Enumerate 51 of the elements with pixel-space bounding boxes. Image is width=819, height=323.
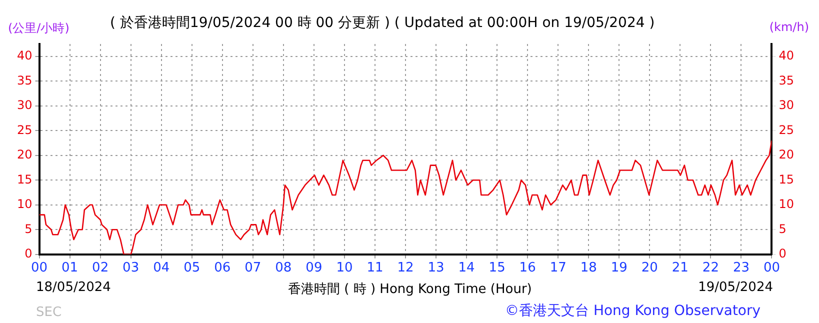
x-tick-label: 18: [580, 260, 597, 276]
y-tick-label: 35: [16, 73, 32, 88]
y2-tick-label: 40: [778, 48, 794, 62]
x-tick-label: 03: [122, 260, 140, 276]
x-tick-label: 23: [732, 260, 750, 276]
x-tick-label: 17: [550, 260, 566, 276]
x-tick-label: 00: [763, 260, 780, 276]
text: 19/05/2024: [698, 280, 773, 295]
y-tick-label: 10: [16, 197, 32, 212]
x-tick-label: 09: [306, 260, 322, 276]
y-tick-label: 5: [24, 222, 32, 236]
x-tick-label: 10: [336, 260, 353, 276]
x-tick-label: 14: [458, 260, 475, 276]
y2-tick-label: 10: [778, 197, 794, 212]
x-tick-label: 08: [275, 260, 292, 276]
x-tick-label: 19: [610, 260, 628, 276]
y2-tick-label: 15: [778, 172, 794, 186]
y2-tick-label: 0: [778, 246, 786, 261]
text: SEC: [36, 305, 62, 320]
y2-axis-title: (km/h): [769, 20, 809, 34]
y-tick-label: 40: [16, 48, 32, 62]
x-tick-label: 00: [30, 260, 48, 276]
x-tick-label: 06: [214, 260, 231, 276]
y2-tick-label: 20: [778, 148, 794, 162]
y-tick-label: 0: [24, 246, 32, 261]
x-tick-label: 01: [62, 260, 78, 276]
y2-tick-label: 35: [778, 73, 794, 88]
y-tick-label: 15: [16, 172, 32, 186]
y2-tick-label: 5: [778, 222, 786, 236]
x-tick-label: 21: [672, 260, 688, 276]
y-axis-title: (公里/小時): [8, 20, 70, 37]
y2-tick-label: 30: [778, 98, 794, 112]
x-tick-label: 11: [366, 260, 384, 276]
x-tick-label: 02: [92, 260, 109, 276]
x-tick-label: 20: [641, 260, 658, 276]
x-tick-label: 07: [244, 260, 262, 276]
y-tick-label: 25: [16, 122, 32, 137]
chart-title: ( 於香港時間19/05/2024 00 時 00 分更新 ) ( Updated at 00:00H on 19/05/2024 ): [110, 14, 655, 32]
y-tick-label: 20: [16, 148, 32, 162]
x-tick-label: 15: [488, 260, 506, 276]
x-axis-title: 香港時間 ( 時 ) Hong Kong Time (Hour): [288, 281, 532, 298]
x-tick-label: 13: [428, 260, 444, 276]
y2-tick-label: 25: [778, 122, 794, 137]
x-tick-label: 12: [397, 260, 414, 276]
text: ©香港天文台 Hong Kong Observatory: [505, 302, 761, 320]
x-tick-label: 05: [184, 260, 200, 276]
text: 18/05/2024: [36, 280, 111, 295]
y-tick-label: 30: [16, 98, 32, 112]
x-tick-label: 04: [153, 260, 170, 276]
x-tick-label: 16: [519, 260, 536, 276]
x-tick-label: 22: [702, 260, 719, 276]
